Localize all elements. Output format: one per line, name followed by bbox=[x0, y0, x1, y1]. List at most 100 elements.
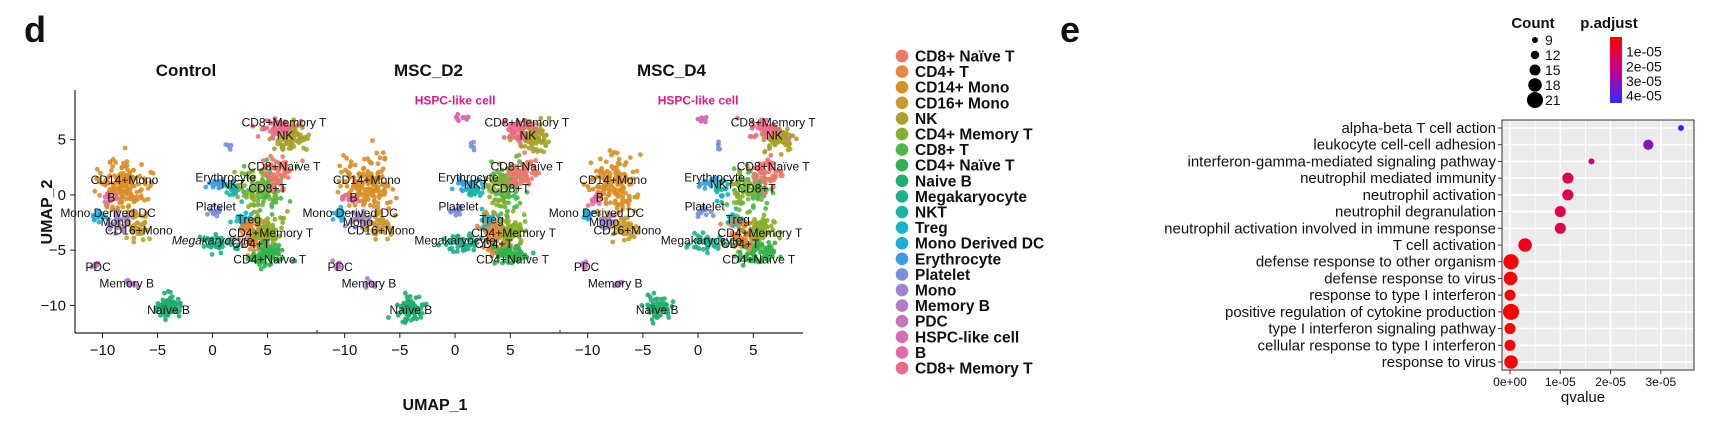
umap-point bbox=[245, 256, 251, 262]
umap-point bbox=[778, 152, 784, 157]
go-term-label: neutrophil activation involved in immune… bbox=[1164, 220, 1496, 237]
umap-point bbox=[251, 251, 256, 257]
legend-item: CD4+ Memory T bbox=[895, 127, 1033, 144]
umap-point bbox=[220, 244, 225, 250]
size-legend-dot bbox=[1530, 50, 1540, 60]
umap-point bbox=[218, 235, 224, 241]
cluster-label: CD4+T bbox=[232, 237, 271, 251]
umap-point bbox=[142, 179, 148, 185]
umap-point bbox=[158, 312, 163, 318]
umap-point bbox=[128, 192, 134, 198]
legend-swatch bbox=[895, 127, 909, 141]
legend-swatch bbox=[895, 96, 909, 110]
umap-point bbox=[522, 143, 528, 149]
umap-point bbox=[211, 202, 217, 208]
umap-point bbox=[273, 176, 279, 182]
umap-point bbox=[298, 118, 304, 124]
go-term-dot bbox=[1518, 238, 1532, 252]
umap-point bbox=[758, 175, 764, 181]
umap-point bbox=[341, 152, 346, 158]
umap-point bbox=[259, 225, 265, 231]
umap-point bbox=[250, 181, 256, 187]
umap-point bbox=[269, 232, 275, 238]
umap-y-label: UMAP_2 bbox=[39, 179, 56, 244]
umap-point bbox=[197, 234, 203, 240]
cluster-label: Megakaryocyte bbox=[172, 234, 254, 248]
cluster-label: NK bbox=[766, 129, 783, 143]
umap-point bbox=[384, 200, 390, 206]
cluster-label: Platelet bbox=[438, 199, 479, 213]
go-term-dot bbox=[1588, 158, 1595, 165]
umap-point bbox=[100, 181, 106, 186]
umap-point bbox=[139, 213, 145, 219]
umap-point bbox=[160, 297, 166, 303]
legend-label: Platelet bbox=[915, 267, 970, 284]
umap-point bbox=[702, 186, 708, 191]
umap-point bbox=[300, 158, 305, 164]
cluster-label: CD8+Naïve T bbox=[248, 160, 321, 174]
umap-point bbox=[142, 220, 147, 226]
legend-label: PDC bbox=[915, 314, 948, 331]
umap-x-tick-label: −10 bbox=[332, 342, 357, 359]
umap-point bbox=[252, 242, 258, 248]
umap-point bbox=[270, 135, 276, 141]
go-term-dot bbox=[1504, 289, 1516, 301]
go-term-label: neutrophil degranulation bbox=[1335, 204, 1496, 221]
umap-point bbox=[772, 240, 778, 246]
umap-point bbox=[286, 125, 291, 130]
umap-point bbox=[258, 217, 264, 223]
umap-point bbox=[255, 202, 261, 208]
legend-label: Treg bbox=[915, 220, 948, 237]
umap-point bbox=[241, 243, 247, 249]
umap-point bbox=[702, 116, 708, 122]
umap-point bbox=[239, 186, 245, 192]
umap-point bbox=[235, 194, 241, 200]
umap-point bbox=[245, 253, 251, 258]
umap-point bbox=[263, 243, 269, 249]
umap-point bbox=[505, 209, 510, 214]
umap-point bbox=[226, 237, 231, 243]
legend-item: Mono Derived DC bbox=[895, 236, 1044, 253]
umap-point bbox=[543, 143, 549, 149]
umap-point bbox=[104, 204, 110, 210]
umap-point bbox=[257, 259, 263, 265]
legend-label: CD14+ Mono bbox=[915, 80, 1009, 97]
umap-point bbox=[371, 198, 377, 204]
umap-point bbox=[365, 156, 371, 162]
umap-point bbox=[108, 168, 114, 173]
umap-point bbox=[205, 211, 210, 217]
umap-point bbox=[294, 123, 300, 128]
umap-point bbox=[772, 142, 778, 148]
umap-point bbox=[249, 185, 255, 191]
umap-point bbox=[651, 290, 657, 296]
umap-point bbox=[175, 296, 181, 302]
cluster-label: NK bbox=[277, 129, 294, 143]
umap-point bbox=[262, 125, 268, 131]
umap-point bbox=[295, 131, 301, 137]
go-term-dot bbox=[1554, 206, 1566, 218]
umap-point bbox=[534, 146, 539, 152]
umap-point bbox=[705, 250, 710, 256]
umap-point bbox=[501, 135, 507, 140]
umap-point bbox=[764, 218, 770, 223]
umap-point bbox=[753, 173, 759, 178]
umap-point bbox=[255, 213, 261, 219]
umap-point bbox=[249, 177, 255, 182]
umap-point bbox=[767, 144, 772, 150]
umap-point bbox=[270, 245, 276, 251]
umap-point bbox=[279, 247, 285, 253]
umap-point bbox=[245, 232, 251, 238]
size-legend-label: 18 bbox=[1545, 77, 1561, 93]
go-term-dot bbox=[1562, 189, 1574, 201]
go-term-label: leukocyte cell-cell adhesion bbox=[1313, 137, 1496, 154]
umap-point bbox=[134, 189, 140, 195]
umap-point bbox=[264, 239, 270, 245]
legend-label: Megakaryocyte bbox=[915, 189, 1027, 206]
umap-x-tick-label: 5 bbox=[506, 342, 514, 359]
umap-point bbox=[213, 231, 219, 237]
cluster-label: NKT bbox=[710, 177, 735, 191]
umap-point bbox=[251, 248, 257, 253]
umap-point bbox=[291, 258, 296, 264]
